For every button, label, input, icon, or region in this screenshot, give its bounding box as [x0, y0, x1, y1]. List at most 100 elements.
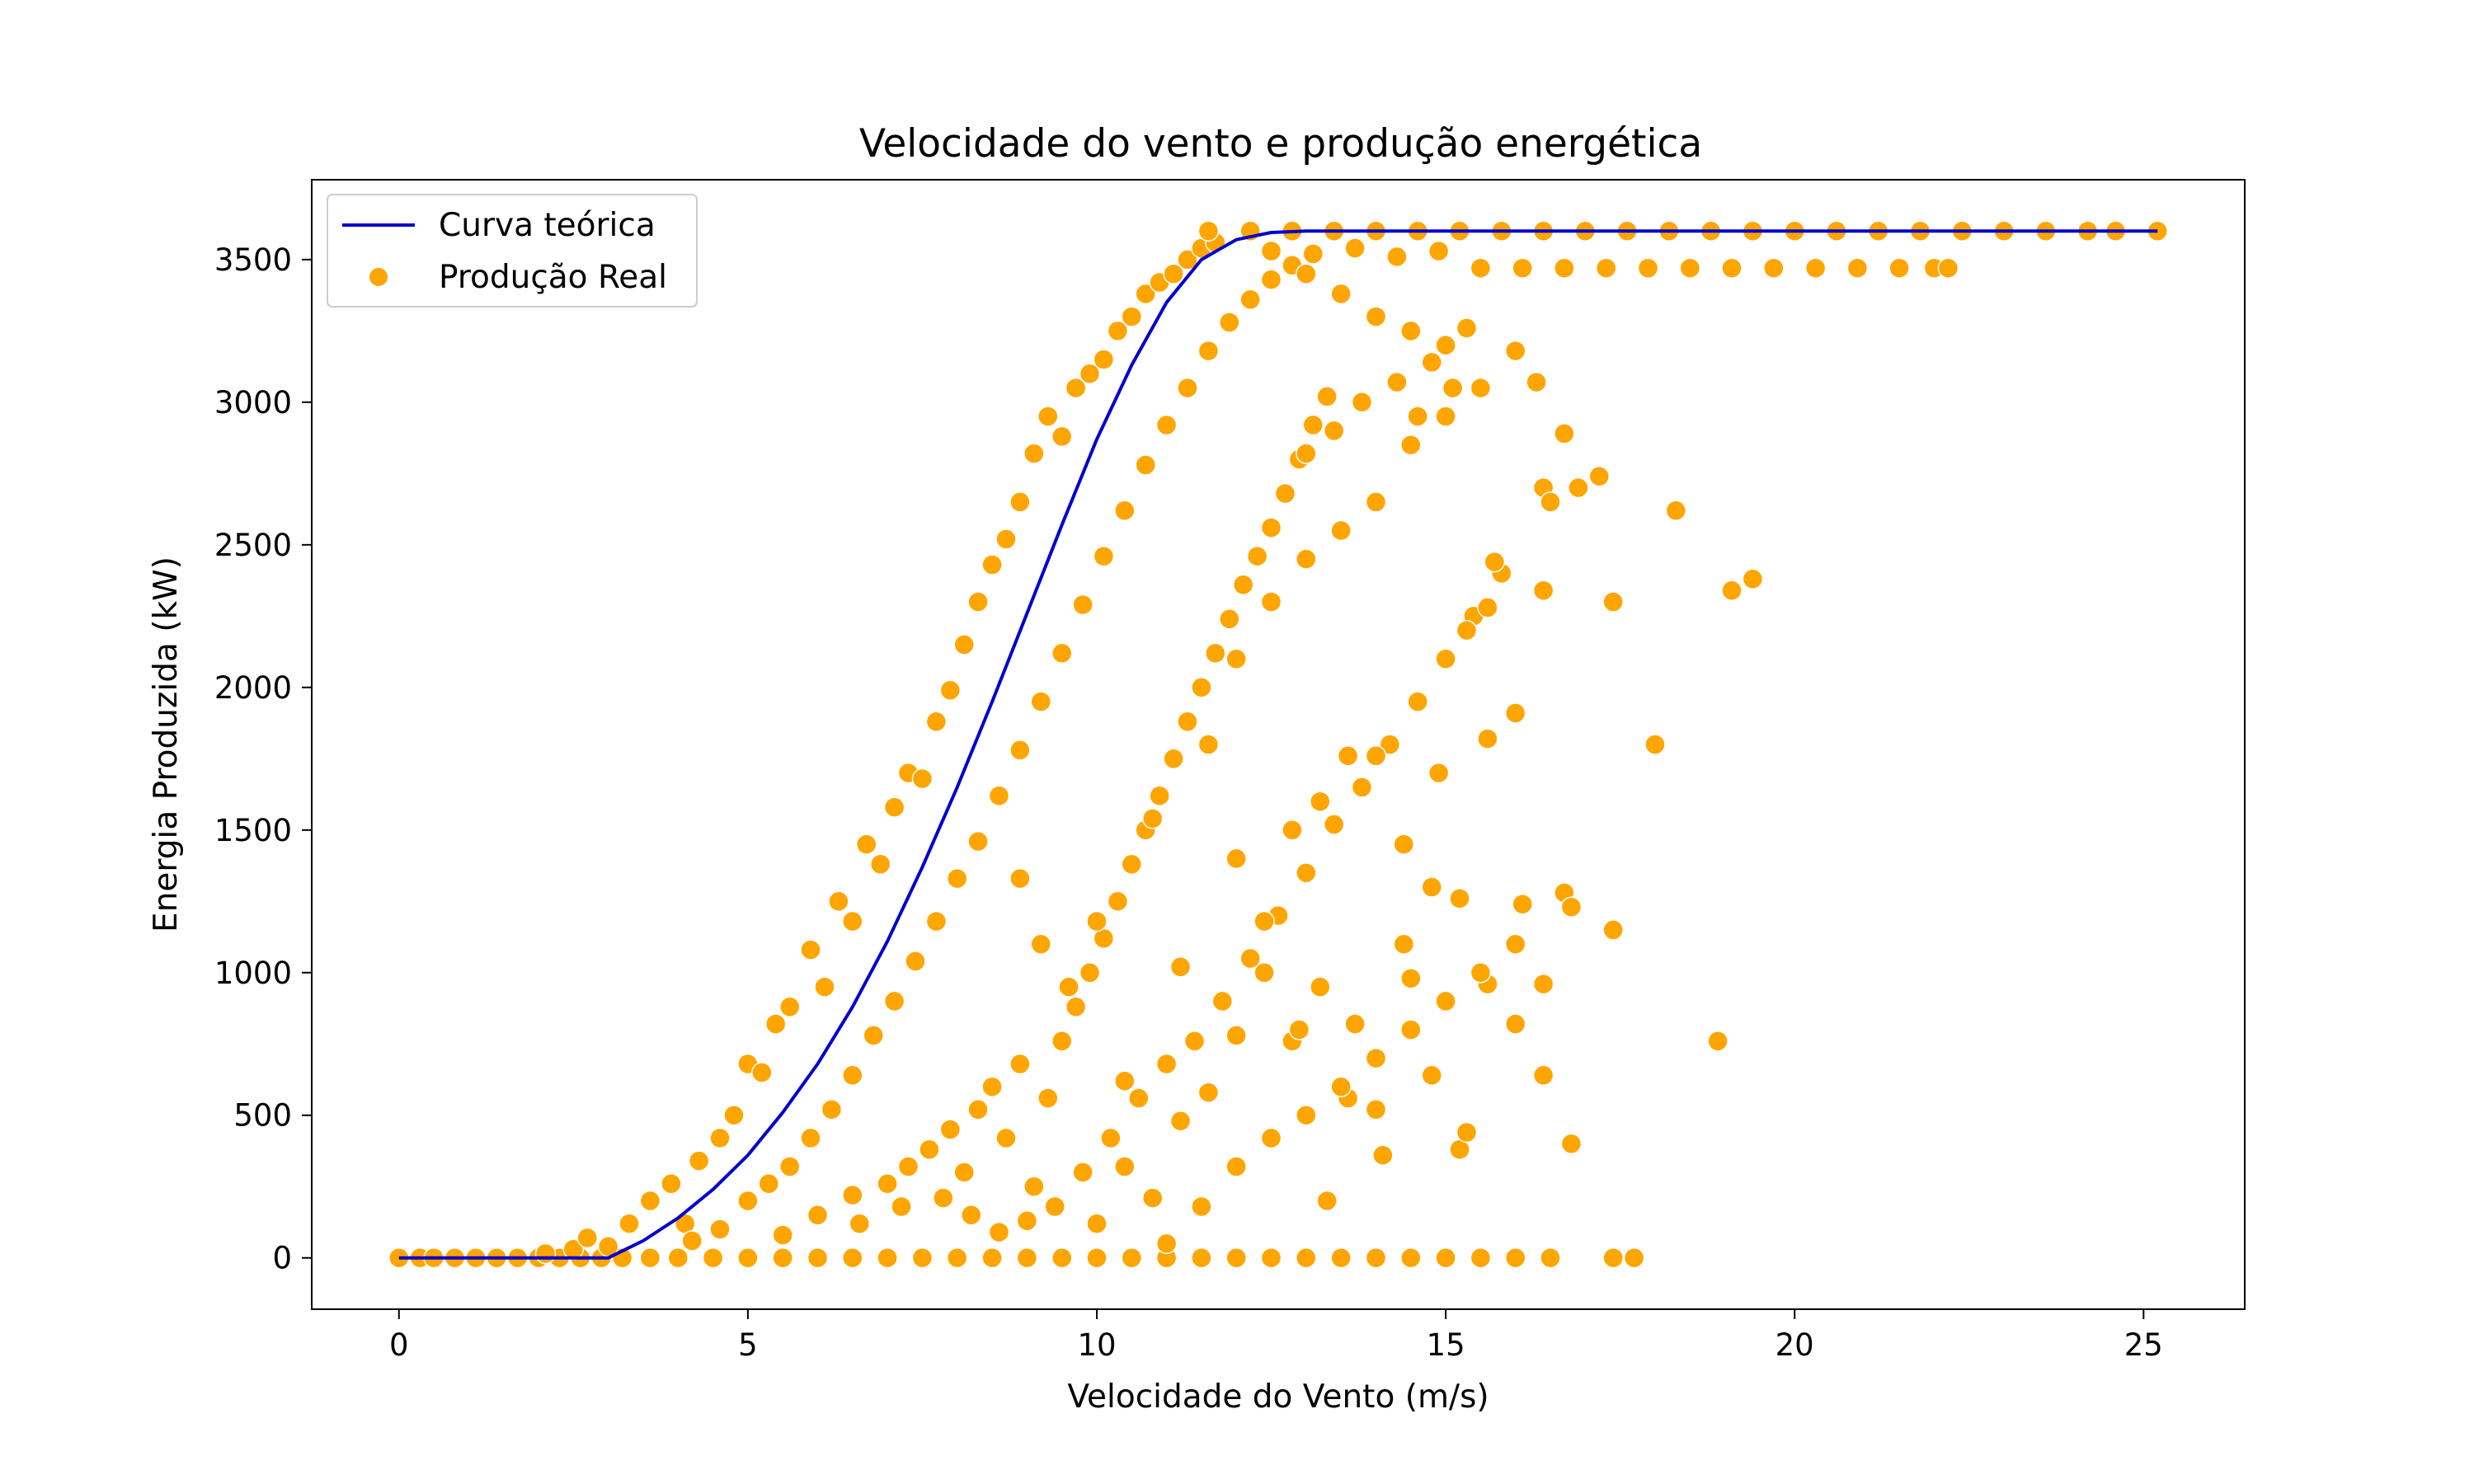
scatter-point	[1260, 1247, 1282, 1269]
scatter-point	[821, 1099, 843, 1120]
scatter-point	[1456, 619, 1478, 641]
scatter-point	[891, 1195, 912, 1218]
scatter-point	[1191, 1247, 1212, 1269]
scatter-point	[1009, 491, 1031, 513]
scatter-point	[723, 1104, 745, 1126]
scatter-point	[1400, 320, 1422, 342]
x-tick-label: 10	[1077, 1327, 1116, 1363]
scatter-point	[1365, 491, 1387, 513]
scatter-point	[1742, 568, 1764, 590]
scatter-point	[1407, 691, 1428, 712]
scatter-point	[1504, 702, 1526, 724]
scatter-point	[1532, 580, 1554, 601]
scatter-point	[883, 796, 905, 818]
scatter-point	[1169, 1110, 1192, 1132]
scatter-point	[1177, 377, 1198, 399]
scatter-point	[1239, 947, 1261, 970]
scatter-point	[1310, 976, 1331, 998]
scatter-point	[1532, 973, 1554, 995]
scatter-point	[1296, 263, 1317, 284]
legend-box	[327, 194, 698, 308]
scatter-point	[1205, 642, 1226, 665]
scatter-point	[702, 1247, 724, 1269]
y-tick-label: 500	[233, 1098, 292, 1134]
x-tick-label: 0	[389, 1327, 409, 1363]
scatter-point	[1121, 1247, 1143, 1269]
scatter-point	[1470, 377, 1492, 399]
scatter-point	[1288, 1019, 1310, 1040]
scatter-point	[1846, 257, 1869, 279]
scatter-point	[946, 867, 968, 890]
plot-frame	[311, 179, 2246, 1310]
scatter-point	[939, 1119, 962, 1140]
scatter-point	[1588, 466, 1611, 487]
scatter-point	[1051, 1031, 1073, 1052]
scatter-point	[883, 990, 905, 1012]
scatter-point	[1435, 990, 1456, 1012]
scatter-point	[800, 939, 821, 960]
scatter-point	[960, 1205, 982, 1226]
scatter-point	[764, 1013, 787, 1035]
scatter-point	[1330, 283, 1352, 305]
scatter-point	[1365, 306, 1387, 327]
scatter-point	[967, 1099, 989, 1120]
scatter-point	[1937, 257, 1959, 279]
scatter-point	[1296, 548, 1317, 570]
scatter-point	[1644, 734, 1666, 755]
scatter-point	[1191, 1195, 1212, 1218]
scatter-point	[905, 951, 926, 972]
scatter-point	[1568, 477, 1589, 499]
scatter-point	[1344, 237, 1366, 259]
scatter-point	[1386, 246, 1408, 268]
scatter-point	[1009, 867, 1031, 890]
scatter-point	[1721, 257, 1743, 279]
plot-area	[311, 179, 2246, 1310]
scatter-point	[1804, 257, 1827, 279]
scatter-point	[1044, 1195, 1065, 1218]
scatter-point	[1009, 740, 1031, 761]
scatter-point	[933, 1187, 954, 1209]
scatter-point	[1323, 814, 1345, 835]
scatter-point	[1177, 711, 1198, 733]
scatter-point	[1393, 933, 1415, 955]
scatter-point	[1351, 777, 1373, 798]
scatter-point	[1086, 910, 1108, 932]
scatter-point	[1086, 1247, 1108, 1269]
scatter-point	[1260, 1127, 1282, 1149]
scatter-point	[953, 634, 975, 655]
scatter-point	[1225, 1025, 1247, 1046]
scatter-point	[1310, 791, 1331, 812]
scatter-point	[1163, 263, 1184, 284]
scatter-point	[807, 1247, 829, 1269]
scatter-point	[1379, 734, 1401, 755]
chart-title: Velocidade do vento e produção energétic…	[859, 121, 1702, 167]
scatter-point	[1225, 1156, 1247, 1177]
scatter-point	[1107, 320, 1129, 342]
y-tick-label: 3000	[214, 385, 292, 420]
scatter-point	[1763, 257, 1785, 279]
scatter-point	[981, 1247, 1003, 1269]
scatter-point	[778, 1156, 801, 1177]
scatter-point	[869, 853, 891, 876]
scatter-point	[1037, 406, 1059, 427]
y-tick-label: 2000	[214, 670, 292, 706]
scatter-point	[709, 1219, 731, 1240]
scatter-point	[1037, 1087, 1059, 1109]
scatter-point	[1023, 443, 1045, 464]
scatter-point	[1330, 1247, 1352, 1269]
scatter-point	[737, 1247, 759, 1269]
scatter-point	[1114, 500, 1136, 522]
scatter-point	[1058, 976, 1079, 998]
scatter-point	[1504, 340, 1526, 362]
scatter-point	[1330, 519, 1352, 542]
scatter-point	[911, 768, 934, 790]
scatter-point	[667, 1247, 689, 1269]
scatter-point	[1540, 491, 1561, 513]
scatter-point	[863, 1025, 884, 1046]
x-axis: 0 5 10 15 20 25	[389, 1309, 2163, 1363]
scatter-point	[772, 1247, 793, 1269]
y-tick-label: 3500	[214, 242, 292, 278]
scatter-point	[661, 1173, 682, 1195]
scatter-point	[1051, 425, 1073, 448]
